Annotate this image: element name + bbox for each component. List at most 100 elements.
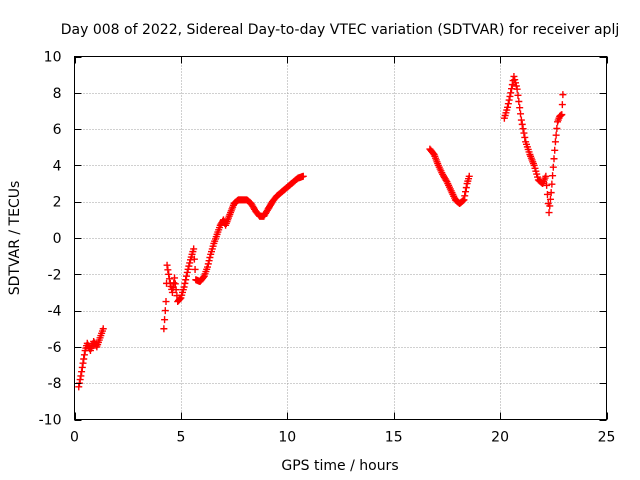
data-point <box>182 272 190 280</box>
data-point <box>516 104 524 112</box>
y-tick-label: -2 <box>48 267 62 283</box>
data-point <box>518 120 526 128</box>
data-point <box>546 202 554 210</box>
data-point <box>76 376 84 384</box>
data-point <box>515 98 523 106</box>
data-point <box>507 89 515 97</box>
data-point <box>514 91 522 99</box>
y-tick-label: 4 <box>53 158 62 174</box>
data-point <box>545 209 553 217</box>
data-point <box>78 368 86 376</box>
data-point <box>559 91 567 99</box>
data-point <box>459 197 467 205</box>
data-point <box>165 270 173 278</box>
data-point <box>461 192 469 200</box>
y-tick-label: -10 <box>39 413 62 429</box>
data-point <box>506 92 514 100</box>
data-point <box>79 359 87 367</box>
data-point <box>462 188 470 196</box>
data-point <box>170 279 178 287</box>
data-point <box>183 268 191 276</box>
x-tick-label: 15 <box>385 430 403 446</box>
data-point <box>551 138 559 146</box>
data-point <box>80 351 88 359</box>
data-point <box>206 254 214 262</box>
data-point <box>519 125 527 133</box>
y-tick-label: 0 <box>53 231 62 247</box>
data-point <box>161 316 169 324</box>
data-point <box>162 298 170 306</box>
data-point <box>168 288 176 296</box>
data-point <box>512 82 520 90</box>
data-point <box>204 263 211 271</box>
data-point <box>78 363 86 371</box>
data-point <box>504 103 512 111</box>
data-point <box>205 257 213 265</box>
x-axis-label: GPS time / hours <box>281 458 398 474</box>
data-point <box>182 276 190 284</box>
data-point <box>299 172 307 180</box>
data-point <box>558 101 566 109</box>
data-point <box>549 172 557 180</box>
data-point <box>558 111 566 119</box>
data-point <box>164 266 172 274</box>
data-point <box>552 131 560 139</box>
data-point <box>504 100 512 108</box>
data-point <box>75 383 83 391</box>
data-point <box>517 116 525 124</box>
y-tick-label: -8 <box>48 376 62 392</box>
data-point <box>161 307 169 315</box>
data-point <box>547 189 555 197</box>
x-tick-label: 20 <box>491 430 509 446</box>
data-point <box>171 274 179 282</box>
chart-title: Day 008 of 2022, Sidereal Day-to-day VTE… <box>61 22 619 38</box>
data-point <box>163 261 171 269</box>
data-point <box>511 76 519 84</box>
data-points <box>75 72 567 391</box>
data-point <box>180 283 188 291</box>
y-tick-label: 8 <box>53 86 62 102</box>
data-point <box>546 195 554 203</box>
data-point <box>80 355 88 363</box>
data-point <box>543 190 551 198</box>
data-point <box>191 265 199 273</box>
data-point <box>543 181 551 189</box>
data-point <box>171 280 179 288</box>
x-tick-label: 25 <box>598 430 616 446</box>
data-point <box>181 279 189 287</box>
y-tick-label: -6 <box>48 340 62 356</box>
y-tick-label: 6 <box>53 122 62 138</box>
data-point <box>99 325 107 333</box>
y-tick-label: -4 <box>48 304 62 320</box>
data-point <box>190 245 198 253</box>
data-point <box>204 260 212 268</box>
data-point <box>185 262 193 270</box>
data-point <box>521 133 529 141</box>
data-point <box>184 265 192 273</box>
data-point <box>165 275 173 283</box>
y-tick-label: 2 <box>53 195 62 211</box>
y-axis-label: SDTVAR / TECUs <box>7 181 23 296</box>
x-tick-label: 10 <box>278 430 296 446</box>
data-point <box>513 85 521 93</box>
data-point <box>551 146 559 154</box>
data-point <box>172 286 180 294</box>
data-point <box>517 110 525 118</box>
data-point <box>512 79 520 87</box>
data-point <box>550 155 558 163</box>
data-point <box>160 325 168 333</box>
grid-lines <box>74 56 607 420</box>
data-point <box>186 259 194 267</box>
data-point <box>548 180 556 188</box>
data-point <box>549 163 557 171</box>
data-point <box>505 96 513 104</box>
data-point <box>510 72 518 80</box>
data-point <box>520 129 528 137</box>
data-point <box>553 124 561 132</box>
y-tick-label: 10 <box>44 50 62 66</box>
plot-frame <box>74 56 607 420</box>
data-point <box>176 295 184 303</box>
data-point <box>460 196 468 204</box>
x-tick-label: 5 <box>176 430 185 446</box>
